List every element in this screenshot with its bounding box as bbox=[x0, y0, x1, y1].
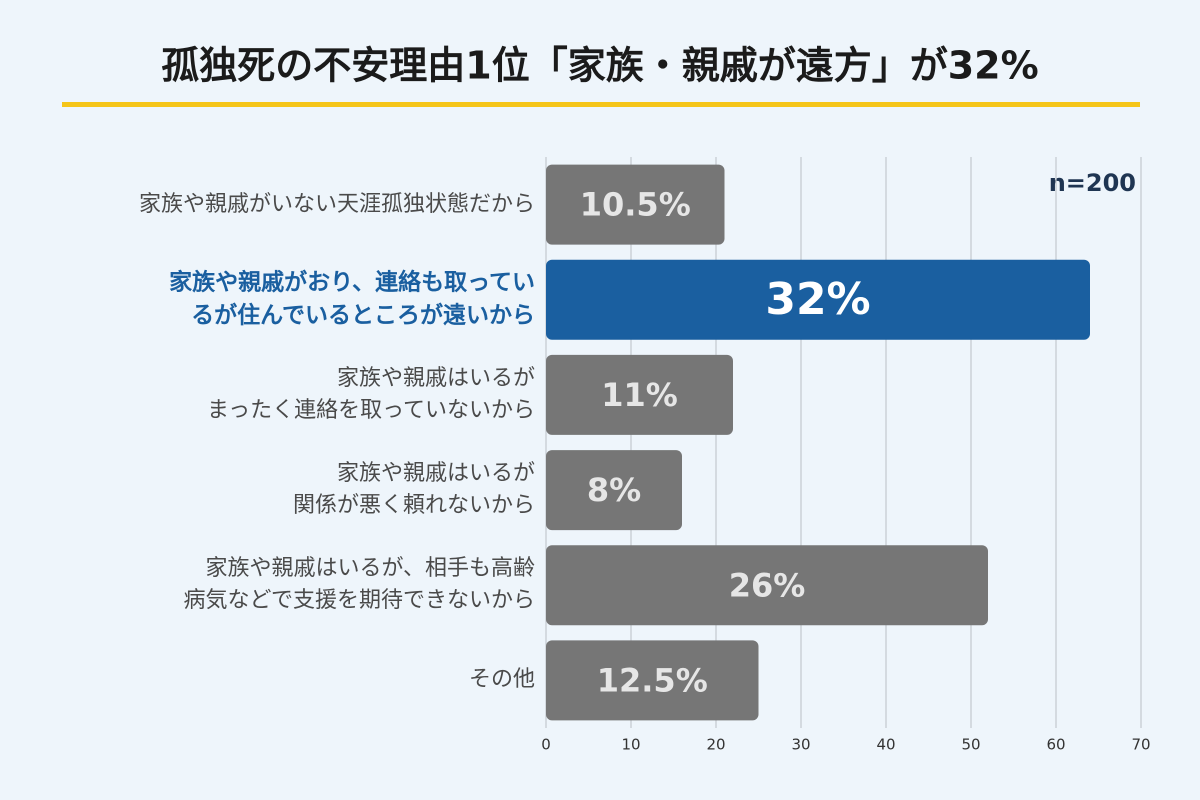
x-tick-label: 60 bbox=[1046, 736, 1065, 754]
bar bbox=[546, 450, 682, 531]
category-label: その他 bbox=[468, 667, 535, 693]
bar bbox=[546, 640, 759, 721]
chart-title: 孤独死の不安理由1位「家族・親戚が遠方」が32% bbox=[161, 44, 1038, 88]
x-tick-label: 20 bbox=[706, 736, 725, 754]
value-label: 32% bbox=[765, 274, 870, 325]
value-label: 11% bbox=[601, 376, 678, 414]
category-label: 家族や親戚がおり、連絡も取ってい るが住んでいるところが遠いから bbox=[169, 269, 535, 329]
value-label: 10.5% bbox=[580, 186, 691, 224]
value-label: 12.5% bbox=[597, 661, 708, 699]
category-label: 家族や親戚はいるが、相手も高齢 病気などで支援を期待できないから bbox=[183, 556, 535, 614]
category-label: 家族や親戚はいるが 関係が悪く頼れないから bbox=[292, 461, 535, 519]
bar bbox=[546, 259, 1090, 340]
x-tick-label: 30 bbox=[791, 736, 810, 754]
x-tick-label: 10 bbox=[621, 736, 640, 754]
x-tick-label: 40 bbox=[876, 736, 895, 754]
bar bbox=[546, 164, 725, 245]
value-label: 26% bbox=[729, 566, 806, 604]
x-tick-label: 70 bbox=[1131, 736, 1150, 754]
x-tick-label: 0 bbox=[541, 736, 551, 754]
bar bbox=[546, 545, 988, 626]
sample-size: n=200 bbox=[1049, 169, 1136, 197]
category-label: 家族や親戚はいるが まったく連絡を取っていないから bbox=[206, 366, 535, 423]
x-tick-label: 50 bbox=[961, 736, 980, 754]
value-label: 8% bbox=[587, 471, 641, 509]
title-underline bbox=[62, 102, 1140, 107]
bar bbox=[546, 354, 733, 435]
category-label: 家族や親戚がいない天涯孤独状態だから bbox=[138, 191, 535, 217]
